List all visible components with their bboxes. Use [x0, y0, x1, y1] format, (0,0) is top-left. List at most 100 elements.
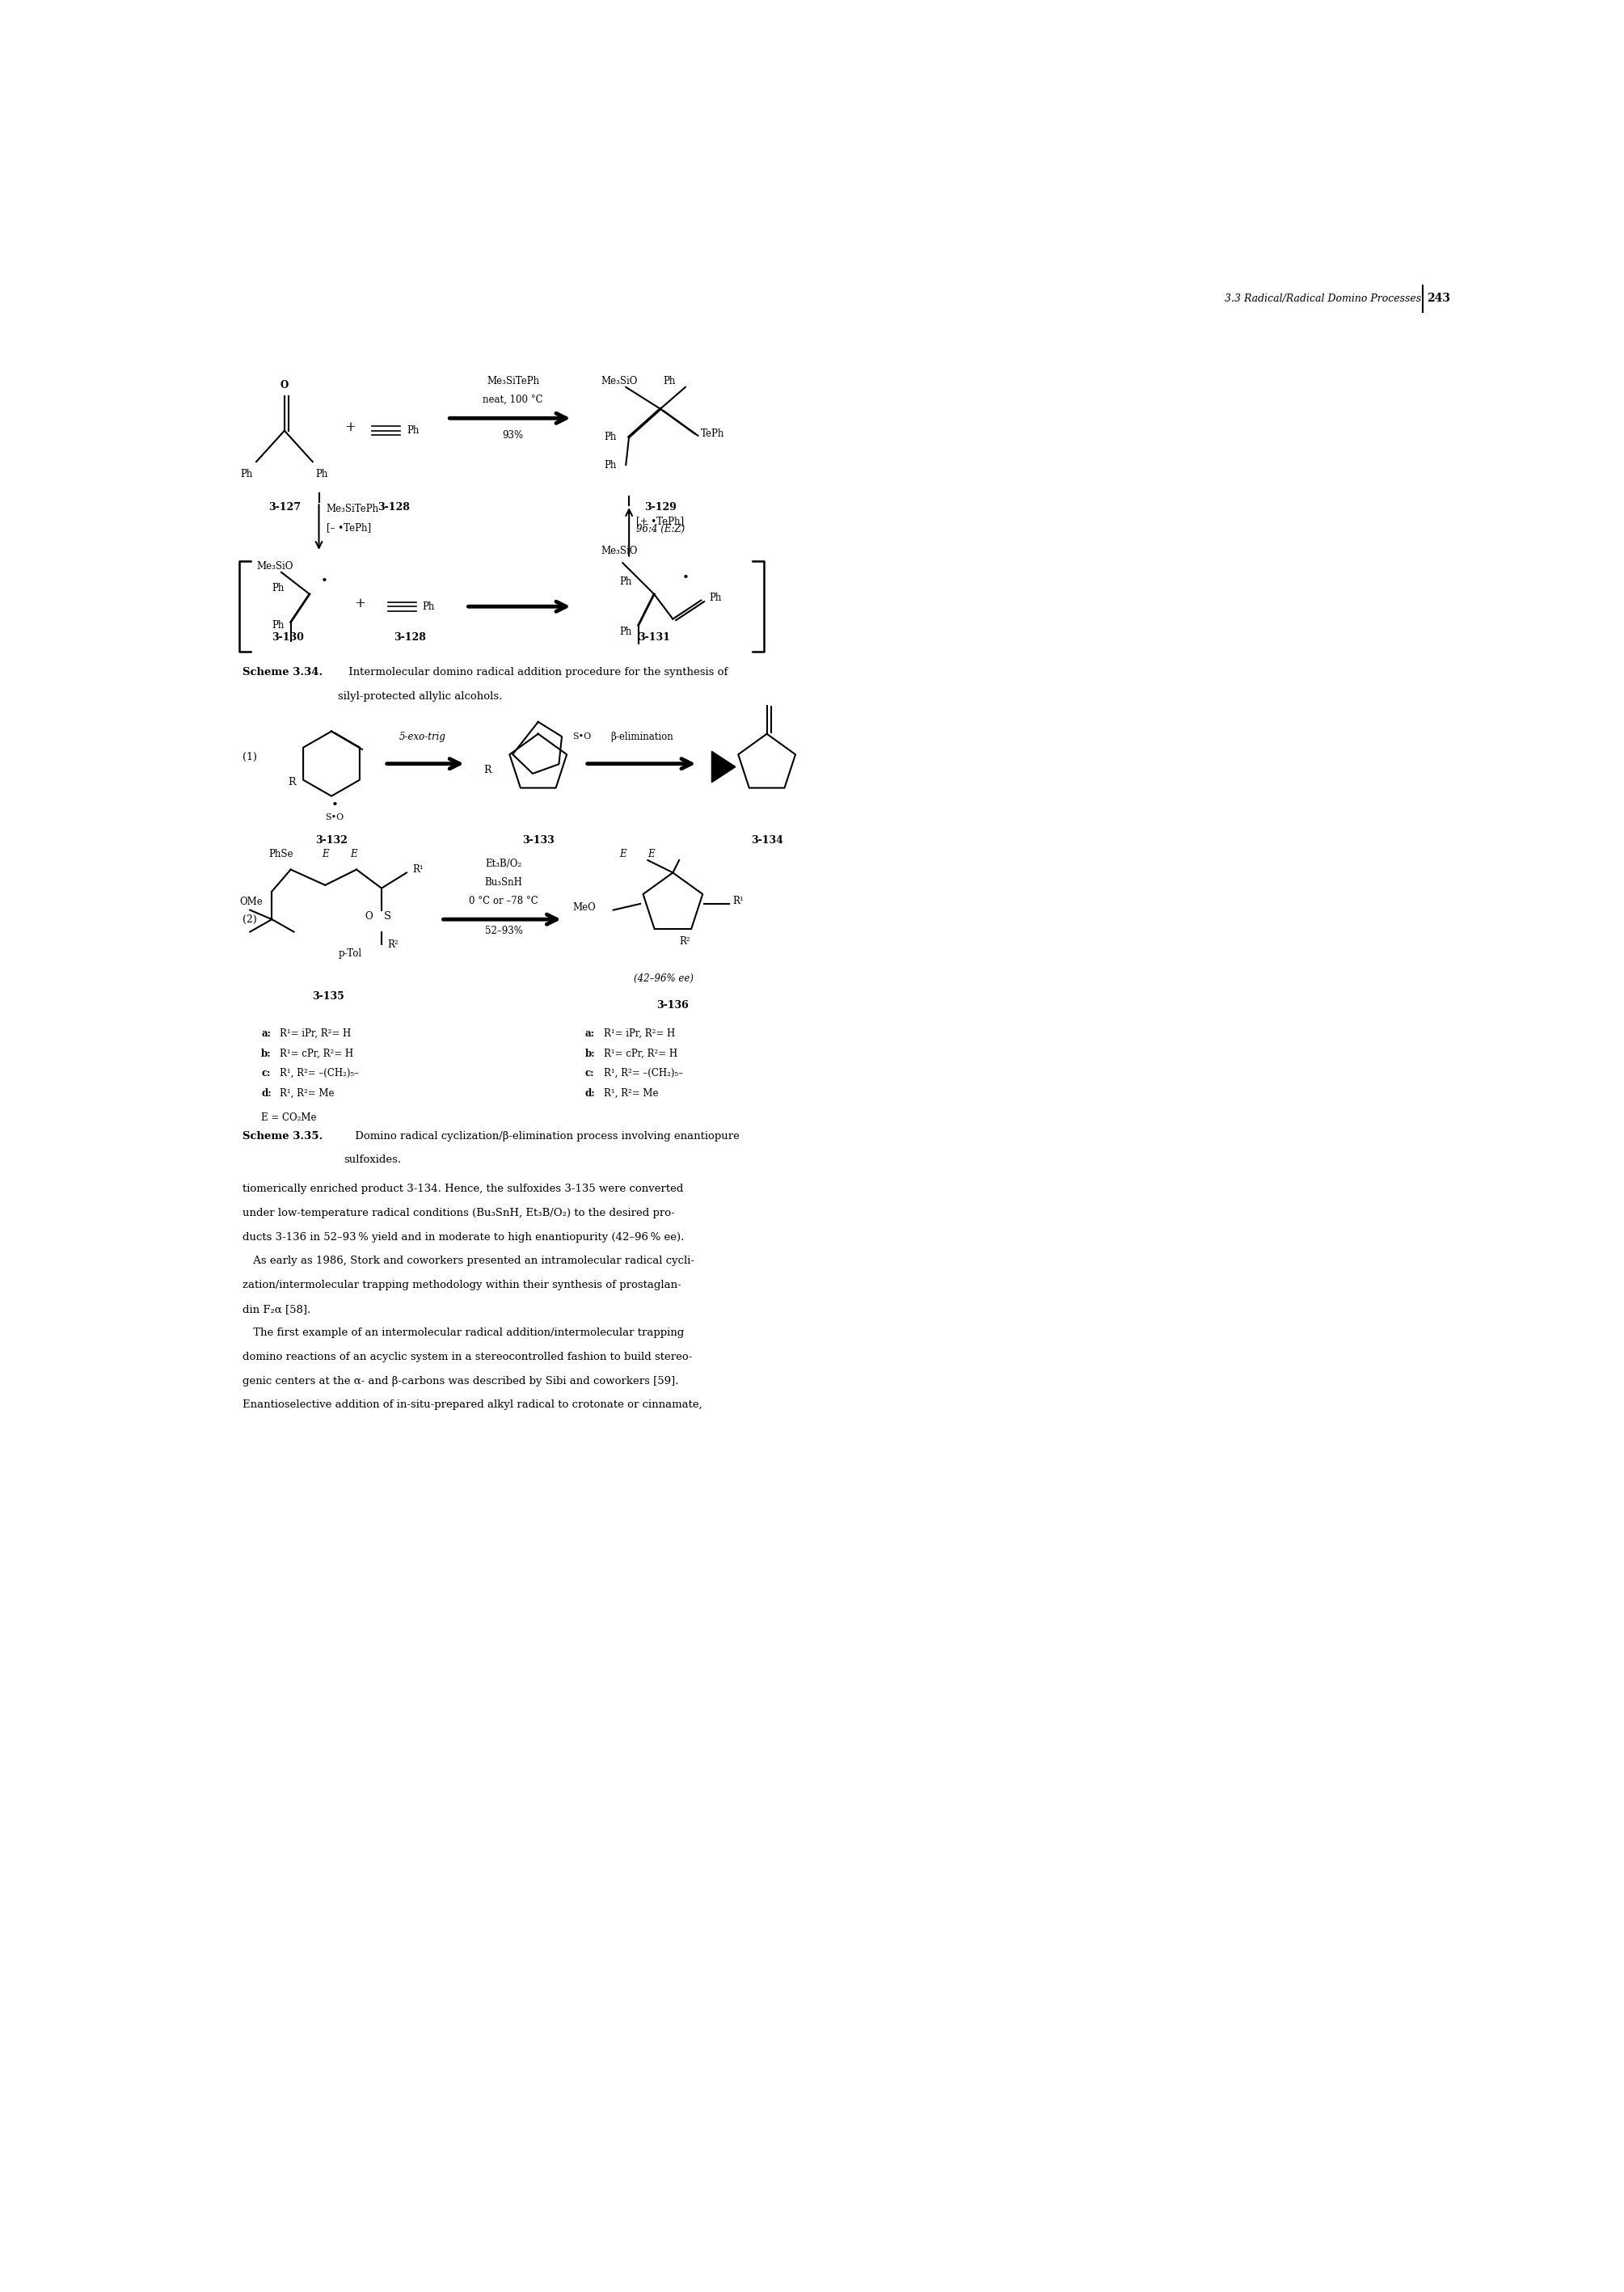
Text: S•O: S•O	[325, 814, 344, 821]
Text: zation/intermolecular trapping methodology within their synthesis of prostaglan-: zation/intermolecular trapping methodolo…	[242, 1279, 680, 1290]
Text: Enantioselective addition of in-situ-prepared alkyl radical to crotonate or cinn: Enantioselective addition of in-situ-pre…	[242, 1400, 702, 1410]
Text: 96:4 (E:Z): 96:4 (E:Z)	[637, 525, 685, 534]
Text: 3-134: 3-134	[750, 834, 783, 846]
Text: Ph: Ph	[315, 470, 328, 479]
Text: Ph: Ph	[271, 582, 284, 594]
Text: Ph: Ph	[664, 376, 676, 387]
Text: R²: R²	[679, 935, 690, 947]
Text: Ph: Ph	[620, 626, 632, 637]
Text: 3-129: 3-129	[645, 502, 677, 513]
Text: 3-128: 3-128	[378, 502, 411, 513]
Text: 3-133: 3-133	[521, 834, 554, 846]
Text: d:: d:	[585, 1089, 596, 1098]
Text: E: E	[349, 848, 357, 860]
Text: As early as 1986, Stork and coworkers presented an intramolecular radical cycli-: As early as 1986, Stork and coworkers pr…	[242, 1256, 695, 1265]
Text: din F₂α [58].: din F₂α [58].	[242, 1304, 310, 1313]
Text: R¹= cPr, R²= H: R¹= cPr, R²= H	[604, 1047, 677, 1059]
Text: R: R	[287, 777, 296, 788]
Text: R¹= cPr, R²= H: R¹= cPr, R²= H	[279, 1047, 354, 1059]
Text: E: E	[648, 848, 654, 860]
Text: MeO: MeO	[573, 903, 596, 912]
Text: 243: 243	[1427, 293, 1450, 305]
Text: R: R	[718, 759, 726, 770]
Text: (42–96% ee): (42–96% ee)	[633, 974, 693, 983]
Text: Me₃SiO: Me₃SiO	[257, 562, 292, 571]
Text: Ph: Ph	[406, 426, 419, 435]
Text: Ph: Ph	[604, 461, 617, 470]
Text: •: •	[331, 800, 338, 811]
Text: 0 °C or –78 °C: 0 °C or –78 °C	[469, 896, 539, 905]
Text: 3-127: 3-127	[268, 502, 300, 513]
Text: 3-136: 3-136	[656, 999, 689, 1011]
Text: 52–93%: 52–93%	[486, 926, 523, 935]
Text: [– •TePh]: [– •TePh]	[326, 523, 370, 532]
Text: O: O	[281, 380, 289, 390]
Text: Ph: Ph	[604, 431, 617, 442]
Text: Me₃SiO: Me₃SiO	[601, 545, 638, 557]
Text: R¹, R²= –(CH₂)₅–: R¹, R²= –(CH₂)₅–	[279, 1068, 359, 1080]
Text: R¹, R²= Me: R¹, R²= Me	[279, 1089, 335, 1098]
Text: d:: d:	[261, 1089, 271, 1098]
Text: TePh: TePh	[702, 429, 724, 440]
Text: Me₃SiO: Me₃SiO	[601, 376, 638, 387]
Text: OMe: OMe	[239, 896, 263, 908]
Text: 3-132: 3-132	[315, 834, 348, 846]
Text: 3-130: 3-130	[271, 633, 304, 642]
Text: a:: a:	[261, 1029, 271, 1038]
Text: R: R	[484, 766, 490, 775]
Text: b:: b:	[261, 1047, 271, 1059]
Text: sulfoxides.: sulfoxides.	[344, 1155, 401, 1164]
Text: 3-131: 3-131	[638, 633, 671, 642]
Text: R¹= iPr, R²= H: R¹= iPr, R²= H	[279, 1029, 351, 1038]
Text: c:: c:	[261, 1068, 271, 1080]
Text: PhSe: PhSe	[270, 848, 294, 860]
Text: R²: R²	[388, 940, 400, 949]
Text: domino reactions of an acyclic system in a stereocontrolled fashion to build ste: domino reactions of an acyclic system in…	[242, 1352, 692, 1361]
Text: Bu₃SnH: Bu₃SnH	[486, 878, 523, 887]
Text: The first example of an intermolecular radical addition/intermolecular trapping: The first example of an intermolecular r…	[242, 1327, 684, 1339]
Text: ducts 3-136 in 52–93 % yield and in moderate to high enantiopurity (42–96 % ee).: ducts 3-136 in 52–93 % yield and in mode…	[242, 1231, 684, 1242]
Text: •: •	[682, 573, 689, 584]
Text: R¹, R²= Me: R¹, R²= Me	[604, 1089, 658, 1098]
Text: S: S	[385, 912, 391, 921]
Text: p-Tol: p-Tol	[338, 949, 362, 958]
Text: O: O	[365, 912, 374, 921]
Text: (2): (2)	[242, 915, 257, 924]
Text: a:: a:	[585, 1029, 594, 1038]
Text: [+ •TePh]: [+ •TePh]	[637, 516, 684, 527]
Text: Ph: Ph	[271, 621, 284, 630]
Text: silyl-protected allylic alcohols.: silyl-protected allylic alcohols.	[338, 690, 502, 701]
Text: 3.3 Radical/Radical Domino Processes: 3.3 Radical/Radical Domino Processes	[1224, 293, 1421, 305]
Text: b:: b:	[585, 1047, 596, 1059]
Text: Me₃SiTePh: Me₃SiTePh	[487, 376, 539, 387]
Text: R¹: R¹	[412, 864, 424, 876]
Text: Intermolecular domino radical addition procedure for the synthesis of: Intermolecular domino radical addition p…	[338, 667, 728, 678]
Text: Ph: Ph	[620, 578, 632, 587]
Text: •: •	[322, 575, 328, 587]
Text: +: +	[344, 422, 356, 435]
Text: 93%: 93%	[502, 431, 523, 440]
Text: R¹: R¹	[732, 896, 744, 905]
Text: under low-temperature radical conditions (Bu₃SnH, Et₃B/O₂) to the desired pro-: under low-temperature radical conditions…	[242, 1208, 674, 1219]
Text: Ph: Ph	[710, 591, 721, 603]
Polygon shape	[711, 752, 736, 782]
Text: genic centers at the α- and β-carbons was described by Sibi and coworkers [59].: genic centers at the α- and β-carbons wa…	[242, 1375, 679, 1387]
Text: β-elimination: β-elimination	[611, 731, 672, 743]
Text: tiomerically enriched product 3-134. Hence, the sulfoxides 3-135 were converted: tiomerically enriched product 3-134. Hen…	[242, 1185, 684, 1194]
Text: Ph: Ph	[240, 470, 253, 479]
Text: Et₃B/O₂: Et₃B/O₂	[486, 857, 521, 869]
Text: Scheme 3.35.: Scheme 3.35.	[242, 1130, 323, 1141]
Text: Me₃SiTePh: Me₃SiTePh	[326, 504, 378, 513]
Text: Ph: Ph	[422, 601, 435, 612]
Text: 5-exo-trig: 5-exo-trig	[400, 731, 445, 743]
Text: Scheme 3.34.: Scheme 3.34.	[242, 667, 323, 678]
Text: R¹, R²= –(CH₂)₅–: R¹, R²= –(CH₂)₅–	[604, 1068, 684, 1080]
Text: S•O: S•O	[573, 733, 591, 740]
Text: c:: c:	[585, 1068, 594, 1080]
Text: neat, 100 °C: neat, 100 °C	[482, 394, 544, 406]
Text: E = CO₂Me: E = CO₂Me	[261, 1112, 317, 1123]
Text: R¹= iPr, R²= H: R¹= iPr, R²= H	[604, 1029, 676, 1038]
Text: 3-135: 3-135	[312, 990, 344, 1002]
Text: (1): (1)	[242, 752, 257, 763]
Text: 3-128: 3-128	[393, 633, 425, 642]
